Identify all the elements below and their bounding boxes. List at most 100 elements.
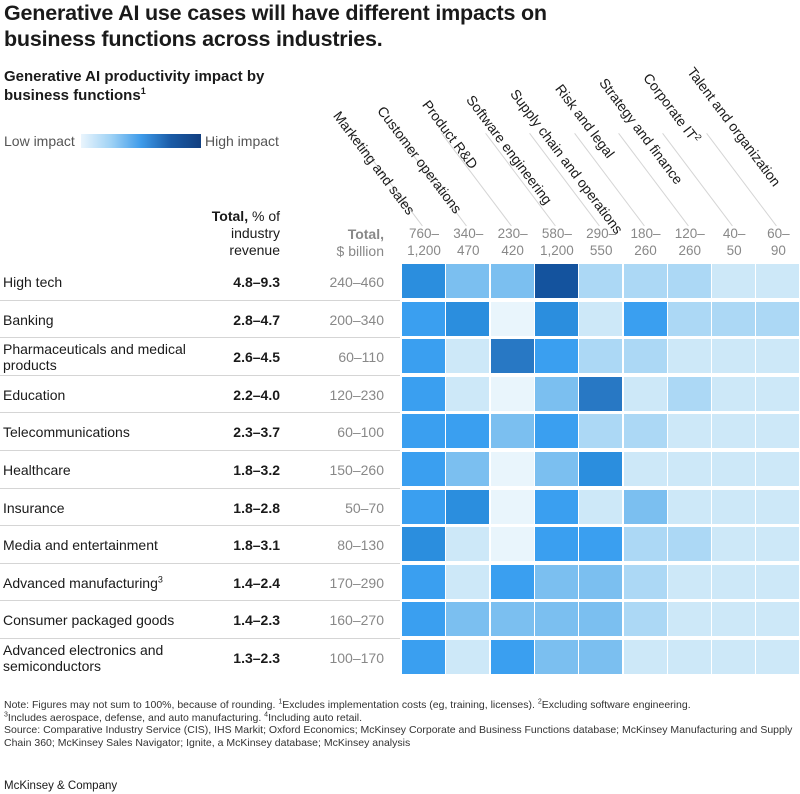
- heatmap-cell: [446, 452, 490, 486]
- row-industry-text: Media and entertainment: [3, 537, 158, 554]
- heatmap-cell: [756, 339, 800, 374]
- heatmap-cell: [756, 376, 800, 411]
- heatmap-cell: [446, 301, 490, 336]
- row-total-billion: 60–100: [337, 424, 384, 441]
- source-note: Source: Comparative Industry Service (CI…: [4, 724, 793, 749]
- column-total-range: 290– 550: [586, 226, 617, 258]
- heatmap-cell: [623, 489, 667, 524]
- heatmap-cell: [756, 640, 800, 674]
- heatmap-cell: [579, 489, 623, 524]
- legend-low-label: Low impact: [4, 133, 75, 149]
- heatmap-cell: [446, 414, 490, 449]
- heatmap-cell: [579, 602, 623, 637]
- row-industry-label: Healthcare: [3, 462, 193, 478]
- heatmap-cell: [756, 602, 800, 637]
- heatmap-cell: [667, 602, 711, 637]
- heatmap-cell: [402, 640, 445, 674]
- heatmap-cell: [534, 527, 578, 562]
- heatmap-cell: [490, 564, 534, 599]
- heatmap-cell: [623, 564, 667, 599]
- heatmap-cell: [402, 564, 445, 599]
- legend-gradient-bar: [81, 134, 201, 148]
- heatmap-cell: [402, 489, 445, 524]
- heatmap-cell: [534, 602, 578, 637]
- note-sup-1: 1: [278, 698, 283, 706]
- heatmap-cell: [402, 527, 445, 562]
- heatmap-cell: [490, 376, 534, 411]
- heatmap-cell: [756, 452, 800, 486]
- row-industry-label: Advanced electronics and semiconductors: [3, 642, 193, 674]
- note-line1c: Excluding software engineering.: [541, 699, 691, 711]
- column-total-range: 580– 1,200: [539, 226, 574, 258]
- row-total-percent: 1.8–3.2: [233, 462, 280, 478]
- heatmap-cell: [534, 301, 578, 336]
- heatmap-cell: [623, 264, 667, 298]
- row-industry-label: Media and entertainment: [3, 537, 193, 553]
- row-total-percent: 1.3–2.3: [233, 650, 280, 666]
- row-total-percent: 4.8–9.3: [233, 274, 280, 290]
- heatmap-cell: [712, 602, 756, 637]
- heatmap-cell: [756, 489, 800, 524]
- heatmap-cell: [579, 527, 623, 562]
- heatmap-cell: [490, 527, 534, 562]
- heatmap-cell: [667, 640, 711, 674]
- heatmap-cell: [712, 264, 756, 298]
- heatmap-cell: [402, 301, 445, 336]
- row-industry-label: Insurance: [3, 500, 193, 516]
- heatmap-cell: [579, 376, 623, 411]
- heatmap-cell: [623, 640, 667, 674]
- row-total-percent: 2.6–4.5: [233, 349, 280, 366]
- row-divider: [0, 562, 400, 564]
- heatmap-cell: [490, 301, 534, 336]
- row-industry-label: Consumer packaged goods: [3, 612, 193, 628]
- heatmap-cell: [623, 527, 667, 562]
- row-total-billion: 240–460: [329, 274, 384, 290]
- heatmap-cell: [712, 339, 756, 374]
- column-header-label: Customer operations: [374, 102, 466, 216]
- row-total-percent: 1.8–3.1: [233, 537, 280, 554]
- row-total-percent: 1.4–2.3: [233, 612, 280, 629]
- heatmap-cell: [667, 452, 711, 486]
- heatmap-cell: [534, 564, 578, 599]
- heatmap-cell: [712, 640, 756, 674]
- row-total-billion: 160–270: [329, 612, 384, 629]
- row-total-percent: 1.8–2.8: [233, 499, 280, 516]
- note-line2b: Including auto retail.: [268, 711, 363, 724]
- heatmap-cell: [490, 602, 534, 637]
- heatmap-cell: [446, 564, 490, 599]
- row-divider: [0, 337, 400, 339]
- row-divider: [0, 525, 400, 527]
- heatmap-cell: [534, 640, 578, 674]
- subtitle-footnote-marker: 1: [140, 86, 146, 96]
- row-total-percent: 1.4–2.4: [233, 574, 280, 591]
- heatmap-cell: [446, 339, 490, 374]
- note-line1a: Note: Figures may not sum to 100%, becau…: [4, 699, 279, 711]
- heatmap-cell: [667, 376, 711, 411]
- note-line2a: Includes aerospace, defense, and auto ma…: [7, 711, 265, 724]
- heatmap-cell: [534, 489, 578, 524]
- heatmap-cell: [534, 414, 578, 449]
- row-industry-text: Healthcare: [3, 462, 71, 478]
- row-divider: [0, 299, 400, 301]
- row-total-percent: 2.8–4.7: [233, 311, 280, 328]
- column-total-range: 760– 1,200: [407, 226, 441, 258]
- heatmap-cell: [579, 414, 623, 449]
- heatmap-cell: [490, 339, 534, 374]
- column-header: Customer operations: [375, 103, 466, 216]
- row-industry-label: High tech: [3, 274, 193, 290]
- heatmap-chart: Marketing and sales 760– 1,200 Customer ope…: [0, 64, 800, 674]
- heatmap-cell: [490, 264, 534, 298]
- heatmap-cell: [623, 414, 667, 449]
- heatmap-cell: [534, 264, 578, 298]
- column-header-label: Strategy and finance: [596, 75, 687, 188]
- row-divider: [0, 450, 400, 451]
- heatmap-cell: [446, 527, 490, 562]
- row-divider: [0, 600, 400, 602]
- heatmap-cell: [490, 452, 534, 486]
- heatmap-cell: [712, 376, 756, 411]
- row-divider: [0, 487, 400, 489]
- row-industry-text: Banking: [3, 311, 54, 328]
- heatmap-cell: [756, 264, 800, 298]
- row-industry-text: Consumer packaged goods: [3, 612, 175, 629]
- row-total-percent: 2.3–3.7: [233, 424, 280, 441]
